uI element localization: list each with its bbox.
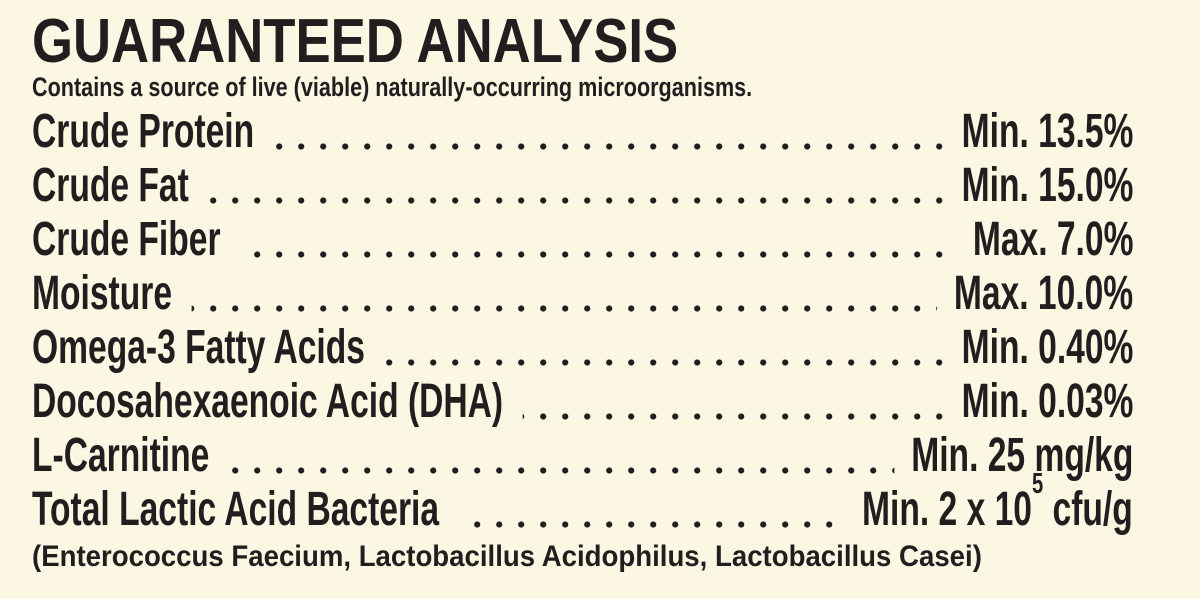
superscript-exponent: 5 — [1032, 468, 1044, 501]
nutrient-value-text: Min. 25 mg/kg — [910, 429, 1133, 482]
nutrient-value: Min. 2 x 105 cfu/g — [845, 470, 1133, 536]
page-title-text: GUARANTEED ANALYSIS — [32, 7, 679, 76]
nutrient-value: Min. 15.0% — [944, 160, 1133, 212]
nutrient-value-text: Min. 2 x 10 — [862, 483, 1033, 536]
nutrient-label: Crude Fiber — [32, 214, 241, 266]
microorganisms-note: Contains a source of live (viable) natur… — [32, 74, 1133, 102]
analysis-row: Crude Protein Min. 13.5% — [32, 104, 1133, 158]
nutrient-value: Max. 7.0% — [955, 213, 1133, 266]
nutrient-value: Min. 0.40% — [944, 322, 1133, 374]
nutrient-value: Min. 25 mg/kg — [894, 430, 1133, 482]
nutrient-value: Max. 10.0% — [936, 267, 1133, 320]
page-title: GUARANTEED ANALYSIS — [32, 10, 1133, 74]
nutrient-value-text: Min. 0.03% — [961, 375, 1133, 428]
nutrient-value-text: Max. 7.0% — [972, 213, 1133, 266]
analysis-row: Crude Fat Min. 15.0% — [32, 158, 1133, 212]
analysis-row: Total Lactic Acid Bacteria Min. 2 x 105 … — [32, 470, 1133, 536]
nutrient-label: Docosahexaenoic Acid (DHA) — [32, 376, 523, 428]
analysis-row: Moisture Max. 10.0% — [32, 266, 1133, 320]
nutrient-label: Total Lactic Acid Bacteria — [32, 484, 459, 536]
bacteria-species-footnote: (Enterococcus Faecium, Lactobacillus Aci… — [32, 540, 1133, 576]
nutrient-label: Moisture — [32, 268, 192, 320]
nutrient-value-text: Min. 13.5% — [961, 105, 1133, 158]
nutrient-value-text: Min. 0.40% — [961, 321, 1133, 374]
nutrient-label: L-Carnitine — [32, 430, 229, 482]
nutrient-value: Min. 0.03% — [944, 376, 1133, 428]
analysis-table: Crude Protein Min. 13.5% Crude Fat Min. … — [32, 104, 1133, 536]
analysis-row: Crude Fiber Max. 7.0% — [32, 212, 1133, 266]
bacteria-species-footnote-text: (Enterococcus Faecium, Lactobacillus Aci… — [32, 540, 982, 573]
nutrient-label: Omega-3 Fatty Acids — [32, 322, 385, 374]
nutrient-value-text: Min. 15.0% — [961, 159, 1133, 212]
nutrient-value-text: Max. 10.0% — [953, 267, 1133, 320]
nutrient-label: Crude Fat — [32, 160, 209, 212]
nutrient-value: Min. 13.5% — [944, 106, 1133, 158]
nutrient-value-unit: cfu/g — [1043, 483, 1133, 536]
analysis-row: Docosahexaenoic Acid (DHA) Min. 0.03% — [32, 374, 1133, 428]
nutrient-label: Crude Protein — [32, 106, 274, 158]
microorganisms-note-text: Contains a source of live (viable) natur… — [32, 72, 753, 102]
analysis-row: L-Carnitine Min. 25 mg/kg — [32, 428, 1133, 482]
analysis-row: Omega-3 Fatty Acids Min. 0.40% — [32, 320, 1133, 374]
